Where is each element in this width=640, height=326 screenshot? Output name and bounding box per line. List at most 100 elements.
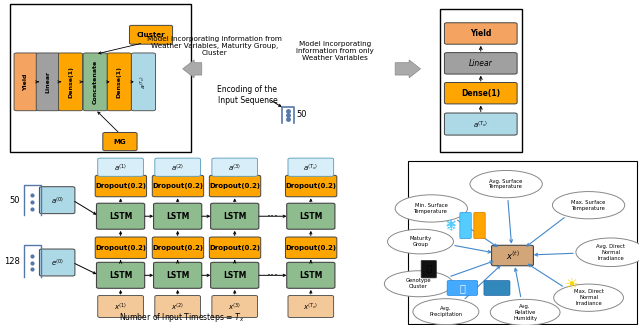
Text: $a^{\langle T_x\rangle}$: $a^{\langle T_x\rangle}$ — [139, 75, 148, 89]
Text: LSTM: LSTM — [166, 212, 189, 221]
Text: ···: ··· — [267, 269, 279, 282]
FancyBboxPatch shape — [83, 53, 108, 111]
FancyArrow shape — [183, 60, 202, 78]
Text: LSTM: LSTM — [223, 212, 246, 221]
FancyBboxPatch shape — [440, 9, 522, 152]
Text: Dropout(0.2): Dropout(0.2) — [95, 183, 147, 189]
Text: LSTM: LSTM — [166, 271, 189, 280]
FancyBboxPatch shape — [492, 245, 533, 266]
Text: Yield: Yield — [24, 73, 29, 91]
FancyBboxPatch shape — [444, 113, 517, 135]
Text: $e^{\langle 0\rangle}$: $e^{\langle 0\rangle}$ — [51, 257, 64, 268]
Text: ❄: ❄ — [445, 221, 456, 234]
Text: $a^{\langle 3 \rangle}$: $a^{\langle 3 \rangle}$ — [228, 162, 241, 173]
Text: 🧬: 🧬 — [426, 265, 431, 274]
FancyBboxPatch shape — [108, 53, 131, 111]
Text: ☀: ☀ — [564, 276, 579, 291]
Text: Yield: Yield — [470, 29, 492, 38]
Text: $a^{\langle T_x \rangle}$: $a^{\langle T_x \rangle}$ — [303, 162, 318, 173]
FancyBboxPatch shape — [36, 53, 60, 111]
Ellipse shape — [552, 192, 625, 219]
FancyBboxPatch shape — [97, 262, 145, 288]
Text: LSTM: LSTM — [299, 271, 323, 280]
FancyBboxPatch shape — [154, 203, 202, 229]
FancyBboxPatch shape — [95, 237, 147, 259]
FancyBboxPatch shape — [103, 132, 137, 151]
Text: Number of Input Timesteps = $T_x$: Number of Input Timesteps = $T_x$ — [118, 311, 244, 324]
FancyBboxPatch shape — [460, 212, 471, 239]
Text: $a^{\langle 1 \rangle}$: $a^{\langle 1 \rangle}$ — [114, 162, 127, 173]
FancyBboxPatch shape — [40, 187, 75, 214]
FancyBboxPatch shape — [285, 175, 337, 197]
Text: MG: MG — [114, 139, 126, 144]
Text: Dropout(0.2): Dropout(0.2) — [152, 245, 204, 251]
Text: ···: ··· — [267, 210, 279, 223]
FancyBboxPatch shape — [98, 158, 143, 176]
Text: Avg.
Relative
Humidity: Avg. Relative Humidity — [513, 304, 537, 321]
Text: $x^{\langle t\rangle}$: $x^{\langle t\rangle}$ — [506, 249, 520, 262]
Text: Avg.
Precipitation: Avg. Precipitation — [429, 306, 463, 317]
Text: $a^{\langle 0\rangle}$: $a^{\langle 0\rangle}$ — [51, 195, 64, 205]
FancyBboxPatch shape — [152, 237, 204, 259]
Text: $a^{\langle 2 \rangle}$: $a^{\langle 2 \rangle}$ — [171, 162, 184, 173]
FancyBboxPatch shape — [58, 53, 83, 111]
Text: Dropout(0.2): Dropout(0.2) — [285, 183, 337, 189]
FancyBboxPatch shape — [287, 262, 335, 288]
FancyBboxPatch shape — [40, 249, 75, 276]
Text: Genotype
Cluster: Genotype Cluster — [406, 278, 431, 289]
Ellipse shape — [385, 271, 453, 297]
FancyBboxPatch shape — [444, 23, 517, 44]
FancyBboxPatch shape — [211, 203, 259, 229]
Text: Dropout(0.2): Dropout(0.2) — [209, 183, 260, 189]
FancyBboxPatch shape — [152, 175, 204, 197]
Text: 128: 128 — [4, 257, 20, 266]
FancyBboxPatch shape — [155, 295, 200, 318]
FancyBboxPatch shape — [95, 175, 147, 197]
Text: $x^{\langle 1 \rangle}$: $x^{\langle 1 \rangle}$ — [114, 301, 127, 312]
Text: Concatenate: Concatenate — [93, 60, 98, 104]
Text: Avg. Direct
Normal
Irradiance: Avg. Direct Normal Irradiance — [596, 244, 625, 260]
FancyBboxPatch shape — [97, 203, 145, 229]
FancyBboxPatch shape — [474, 212, 485, 239]
Text: 50: 50 — [297, 111, 307, 119]
FancyBboxPatch shape — [444, 52, 517, 74]
FancyBboxPatch shape — [211, 262, 259, 288]
Text: Dropout(0.2): Dropout(0.2) — [209, 245, 260, 251]
Ellipse shape — [395, 195, 467, 222]
Text: Dense(1): Dense(1) — [461, 89, 500, 98]
Text: Max. Direct
Normal
Irradiance: Max. Direct Normal Irradiance — [573, 289, 604, 306]
FancyBboxPatch shape — [285, 237, 337, 259]
FancyBboxPatch shape — [155, 158, 200, 176]
Text: LSTM: LSTM — [223, 271, 246, 280]
FancyBboxPatch shape — [287, 203, 335, 229]
FancyBboxPatch shape — [444, 82, 517, 104]
Text: $x^{\langle T_x \rangle}$: $x^{\langle T_x \rangle}$ — [303, 301, 319, 312]
FancyBboxPatch shape — [288, 158, 333, 176]
Text: Maturity
Group: Maturity Group — [410, 236, 431, 247]
Text: $a^{\langle T_x\rangle}$: $a^{\langle T_x\rangle}$ — [473, 119, 488, 129]
Text: Model incorporating
information from only
Weather Variables: Model incorporating information from onl… — [296, 41, 374, 61]
Text: LSTM: LSTM — [109, 212, 132, 221]
Text: Linear: Linear — [469, 59, 493, 68]
Ellipse shape — [554, 284, 623, 311]
Text: $x^{\langle 2 \rangle}$: $x^{\langle 2 \rangle}$ — [171, 301, 184, 312]
FancyBboxPatch shape — [212, 295, 257, 318]
Text: Model incorporating information from
Weather Variables, Maturity Group,
Cluster: Model incorporating information from Wea… — [147, 36, 282, 56]
Text: $x^{\langle 3 \rangle}$: $x^{\langle 3 \rangle}$ — [228, 301, 241, 312]
Ellipse shape — [388, 229, 454, 254]
Text: Dropout(0.2): Dropout(0.2) — [95, 245, 147, 251]
Ellipse shape — [470, 170, 542, 198]
Ellipse shape — [413, 299, 479, 325]
Text: 🌧: 🌧 — [460, 283, 465, 293]
Text: Max. Surface
Temperature: Max. Surface Temperature — [572, 200, 606, 211]
Text: 50: 50 — [9, 196, 20, 204]
FancyBboxPatch shape — [421, 260, 436, 278]
Text: LSTM: LSTM — [109, 271, 132, 280]
FancyBboxPatch shape — [10, 4, 191, 152]
Text: Dropout(0.2): Dropout(0.2) — [152, 183, 204, 189]
Ellipse shape — [490, 299, 560, 325]
FancyBboxPatch shape — [209, 237, 260, 259]
Text: Dense(1): Dense(1) — [68, 66, 73, 98]
Text: Dropout(0.2): Dropout(0.2) — [285, 245, 337, 251]
Ellipse shape — [576, 238, 640, 267]
